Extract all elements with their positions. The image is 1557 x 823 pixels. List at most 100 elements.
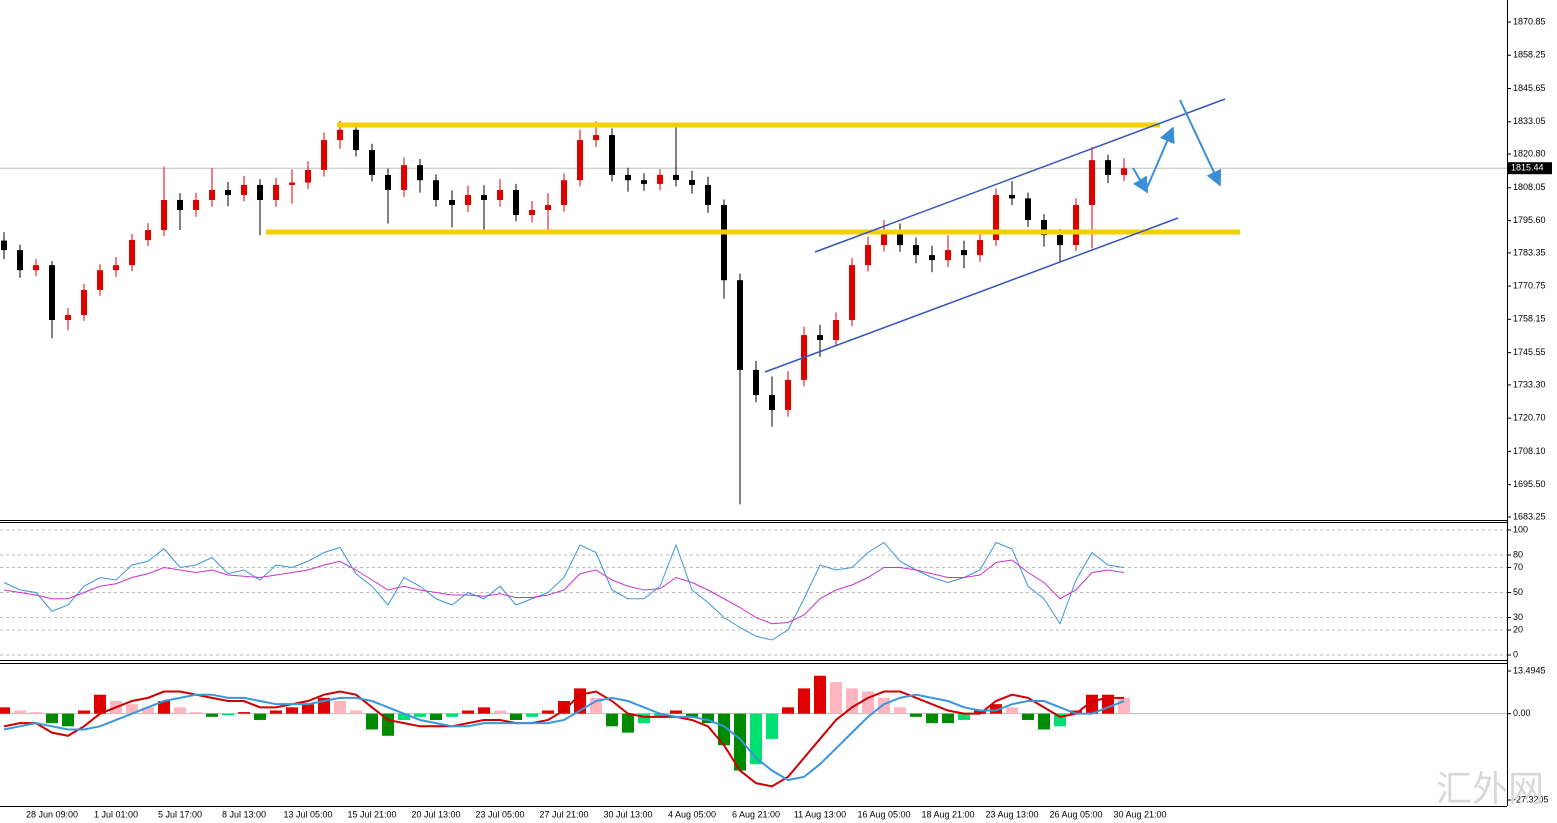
candle-body: [1121, 168, 1127, 175]
indicator-line: [3, 690, 1124, 788]
candle-body: [577, 140, 583, 181]
candle-body: [129, 240, 135, 266]
candle-body: [273, 184, 279, 200]
histogram-bar: [62, 713, 74, 727]
candle-body: [289, 182, 295, 185]
histogram-bar: [398, 713, 410, 720]
candle-body: [977, 240, 983, 256]
histogram-bar: [958, 713, 970, 720]
candle-body: [97, 270, 103, 290]
pane-frames: [0, 0, 1508, 807]
histogram-bar: [638, 713, 650, 724]
candle-body: [17, 250, 23, 271]
candle-body: [625, 174, 631, 181]
histogram-bar: [830, 682, 842, 714]
candle-body: [433, 180, 439, 200]
candle-body: [177, 199, 183, 211]
channel-upper: [814, 98, 1226, 253]
histogram-bar: [254, 713, 266, 720]
histogram-bar: [622, 713, 634, 733]
y-tick-label: 1833.05: [1513, 116, 1546, 126]
candle-body: [1105, 160, 1111, 175]
candle-body: [881, 230, 887, 246]
candle-body: [401, 165, 407, 190]
histogram-bar: [670, 710, 682, 714]
x-tick-label: 30 Jul 13:00: [603, 809, 652, 819]
histogram-bar: [846, 688, 858, 714]
channel-lower: [764, 217, 1179, 373]
histogram-bar: [542, 710, 554, 714]
histogram-bar: [718, 713, 730, 746]
y-tick-label: 1758.15: [1513, 314, 1546, 324]
histogram-bar: [942, 713, 954, 724]
candle-body: [913, 245, 919, 256]
candle-body: [49, 265, 55, 321]
candle-body: [1073, 204, 1079, 246]
candle-body: [417, 165, 423, 181]
histogram-bar: [414, 713, 426, 717]
y-tick-label: 30: [1513, 612, 1523, 622]
histogram-bar: [14, 710, 26, 714]
candle-body: [529, 210, 535, 216]
x-tick-label: 4 Aug 05:00: [668, 809, 716, 819]
histogram-bar: [462, 710, 474, 714]
candle-body: [33, 265, 39, 271]
histogram-bar: [1118, 697, 1130, 714]
candle-body: [945, 250, 951, 261]
histogram-bar: [334, 701, 346, 714]
y-tick-label: 1795.60: [1513, 215, 1546, 225]
histogram-bar: [126, 704, 138, 714]
y-tick-label: 70: [1513, 562, 1523, 572]
candle-body: [657, 174, 663, 184]
y-tick-label: 13.4945: [1513, 665, 1546, 675]
x-tick-label: 11 Aug 13:00: [794, 809, 846, 819]
histogram-bar: [990, 704, 1002, 714]
candle-body: [897, 230, 903, 246]
x-tick-label: 23 Jul 05:00: [475, 809, 524, 819]
histogram-bar: [430, 713, 442, 720]
histogram-bar: [1070, 710, 1082, 714]
candle-body: [81, 289, 87, 316]
y-tick-label: 1820.80: [1513, 148, 1546, 158]
histogram-bar: [750, 713, 762, 765]
indicator-line: [3, 559, 1125, 625]
histogram-bar: [558, 701, 570, 714]
candle-body: [705, 184, 711, 205]
y-tick-label: 1783.35: [1513, 247, 1546, 257]
candle-body: [369, 150, 375, 175]
x-tick-label: 8 Jul 13:00: [222, 809, 266, 819]
histogram-bar: [174, 707, 186, 714]
candle-body: [1089, 160, 1095, 205]
y-tick-label: 0: [1513, 649, 1518, 659]
y-tick-label: 1858.25: [1513, 50, 1546, 60]
candle-body: [113, 265, 119, 271]
histogram-bar: [286, 707, 298, 714]
y-tick-label: 1845.65: [1513, 83, 1546, 93]
candle-body: [673, 174, 679, 180]
histogram-bar: [510, 713, 522, 720]
histogram-bar: [734, 713, 746, 771]
x-tick-label: 26 Aug 05:00: [1049, 809, 1102, 819]
candle-body: [337, 129, 343, 141]
x-tick-label: 28 Jun 09:00: [26, 809, 78, 819]
histogram-bar: [446, 713, 458, 717]
histogram-bar: [46, 713, 58, 724]
y-tick-label: 1745.55: [1513, 347, 1546, 357]
forecast-arrow: [1179, 99, 1222, 187]
indicator-line: [3, 693, 1125, 782]
candle-body: [193, 199, 199, 211]
x-tick-label: 18 Aug 21:00: [921, 809, 974, 819]
candle-body: [1025, 198, 1031, 221]
candle-body: [561, 180, 567, 205]
x-tick-label: 20 Jul 13:00: [411, 809, 460, 819]
candle-body: [481, 194, 487, 200]
candle-body: [609, 135, 615, 175]
histogram-bar: [878, 697, 890, 714]
watermark: 汇外网: [1436, 769, 1544, 810]
x-tick-label: 16 Aug 05:00: [857, 809, 910, 819]
candle-body: [65, 315, 71, 321]
histogram-bar: [686, 713, 698, 717]
x-tick-label: 23 Aug 13:00: [985, 809, 1038, 819]
candle-body: [753, 369, 759, 395]
